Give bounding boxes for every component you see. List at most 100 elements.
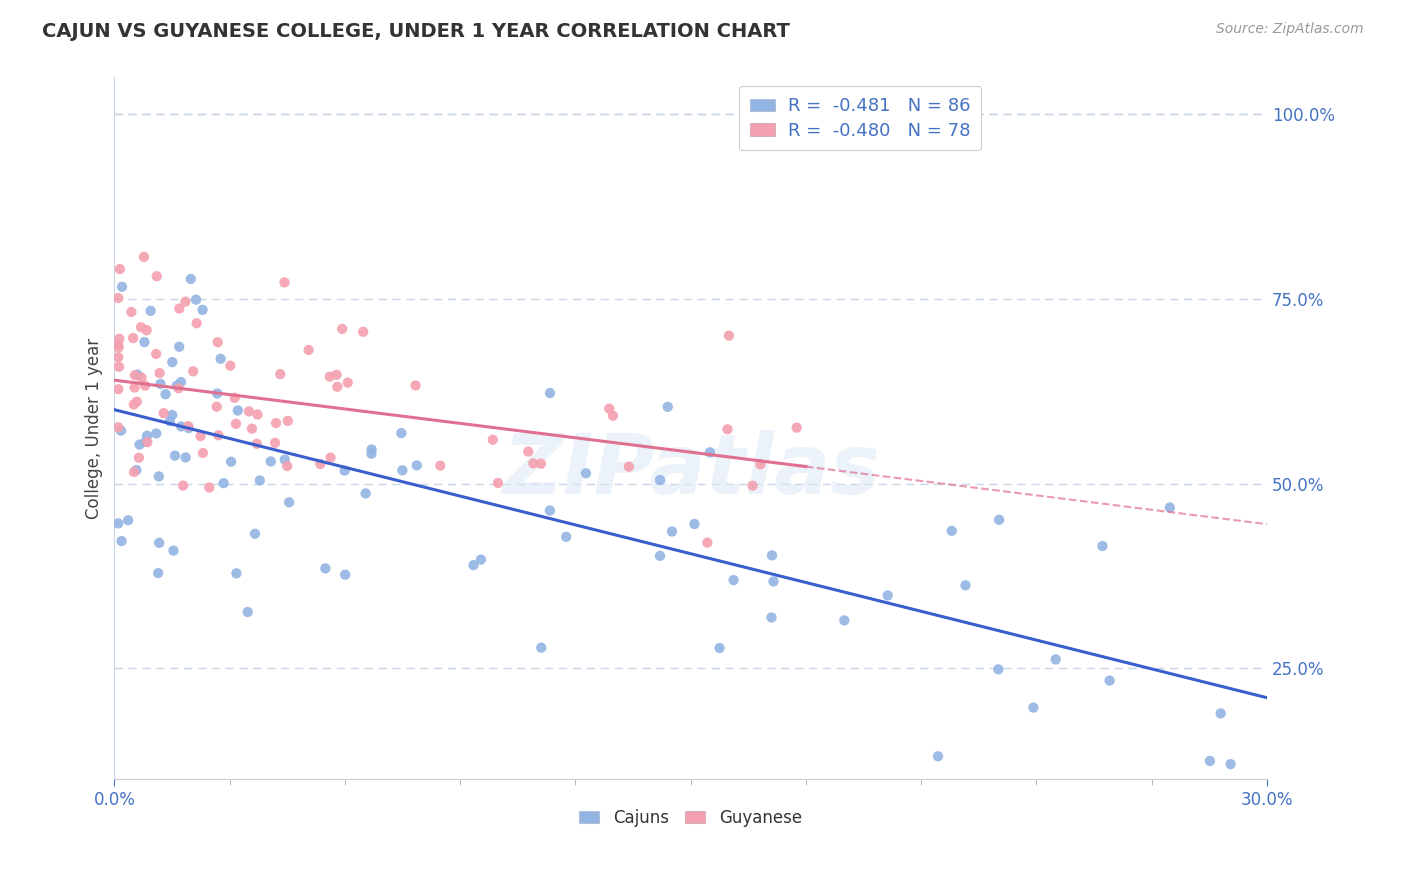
Point xyxy=(226,403,249,417)
Point xyxy=(598,401,620,416)
Point xyxy=(136,429,159,443)
Point xyxy=(1209,706,1232,721)
Point xyxy=(264,435,287,450)
Point xyxy=(136,435,159,450)
Point xyxy=(225,417,247,431)
Point xyxy=(134,434,156,449)
Text: Source: ZipAtlas.com: Source: ZipAtlas.com xyxy=(1216,22,1364,37)
Y-axis label: College, Under 1 year: College, Under 1 year xyxy=(86,337,103,519)
Point xyxy=(538,503,561,517)
Point xyxy=(224,391,246,405)
Point xyxy=(333,464,356,478)
Point xyxy=(238,404,260,418)
Point xyxy=(762,574,785,589)
Point xyxy=(360,442,382,457)
Point xyxy=(246,436,269,450)
Point xyxy=(110,424,132,438)
Point xyxy=(927,749,949,764)
Point xyxy=(555,530,578,544)
Point xyxy=(709,641,731,656)
Point xyxy=(149,366,172,380)
Point xyxy=(159,414,181,428)
Point xyxy=(190,429,212,443)
Point xyxy=(162,355,184,369)
Point xyxy=(111,280,134,294)
Point xyxy=(617,459,640,474)
Point xyxy=(786,420,808,434)
Point xyxy=(120,305,142,319)
Point xyxy=(198,480,221,494)
Point xyxy=(389,426,412,441)
Legend: Cajuns, Guyanese: Cajuns, Guyanese xyxy=(572,803,808,834)
Point xyxy=(530,457,553,471)
Point xyxy=(482,433,505,447)
Point xyxy=(191,446,214,460)
Point xyxy=(167,381,190,395)
Point xyxy=(132,250,155,264)
Point xyxy=(522,457,544,471)
Point xyxy=(517,444,540,458)
Point xyxy=(240,422,263,436)
Point xyxy=(172,478,194,492)
Point xyxy=(319,369,342,384)
Point xyxy=(470,552,492,566)
Point xyxy=(122,397,145,411)
Point xyxy=(335,567,357,582)
Point xyxy=(761,549,783,563)
Point xyxy=(486,475,509,490)
Point xyxy=(575,467,598,481)
Point xyxy=(538,386,561,401)
Point xyxy=(107,338,129,352)
Point xyxy=(941,524,963,538)
Point xyxy=(352,325,374,339)
Point xyxy=(269,367,291,381)
Point xyxy=(429,458,451,473)
Point xyxy=(122,465,145,479)
Point xyxy=(184,293,207,307)
Point xyxy=(657,400,679,414)
Point xyxy=(148,536,170,550)
Point xyxy=(661,524,683,539)
Point xyxy=(169,301,191,316)
Point xyxy=(124,380,146,394)
Point xyxy=(170,419,193,434)
Point xyxy=(145,347,167,361)
Point xyxy=(107,291,129,305)
Point xyxy=(146,566,169,580)
Point xyxy=(260,454,283,468)
Point xyxy=(209,351,232,366)
Point xyxy=(186,316,208,330)
Point xyxy=(683,516,706,531)
Point xyxy=(152,406,174,420)
Point xyxy=(336,376,359,390)
Point xyxy=(325,368,347,382)
Point xyxy=(219,359,242,373)
Point xyxy=(124,368,146,383)
Point xyxy=(117,513,139,527)
Point xyxy=(246,408,269,422)
Point xyxy=(405,378,427,392)
Point xyxy=(149,376,172,391)
Point xyxy=(107,341,129,355)
Point xyxy=(131,370,153,384)
Point xyxy=(191,302,214,317)
Point xyxy=(987,662,1010,676)
Point xyxy=(125,394,148,409)
Point xyxy=(405,458,427,473)
Point xyxy=(110,534,132,549)
Point xyxy=(134,378,156,392)
Point xyxy=(1219,757,1241,772)
Point xyxy=(181,364,204,378)
Point xyxy=(699,445,721,459)
Point xyxy=(135,323,157,337)
Point xyxy=(166,378,188,392)
Point xyxy=(243,526,266,541)
Point xyxy=(276,458,298,473)
Point xyxy=(177,419,200,434)
Point xyxy=(696,535,718,549)
Point xyxy=(205,400,228,414)
Point xyxy=(309,457,332,471)
Point xyxy=(163,449,186,463)
Point xyxy=(148,469,170,483)
Point xyxy=(128,437,150,451)
